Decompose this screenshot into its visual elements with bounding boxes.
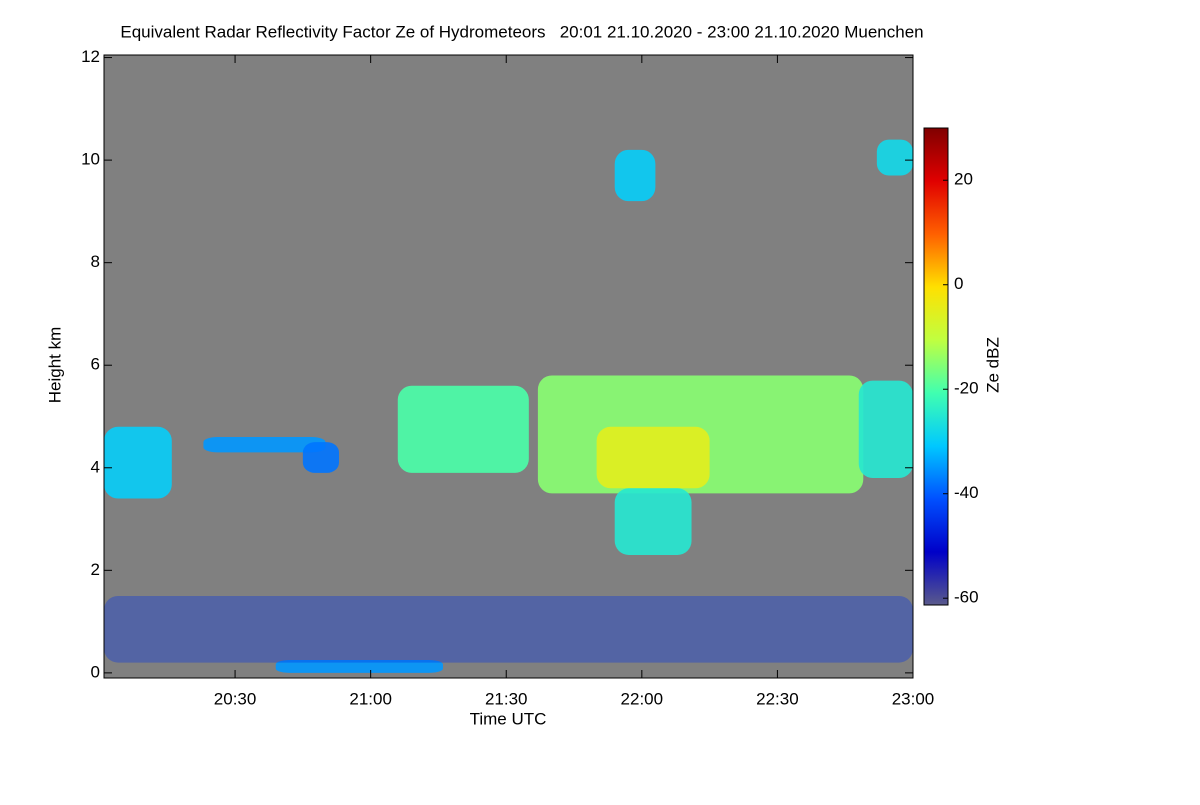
colorbar-label: Ze dBZ [983, 337, 1002, 393]
x-axis-label: Time UTC [470, 709, 547, 728]
echo [104, 595, 913, 663]
x-tick-label: 22:30 [756, 689, 799, 708]
y-tick-label: 0 [91, 662, 100, 681]
echo [876, 139, 913, 176]
echo [275, 660, 443, 673]
x-tick-label: 20:30 [214, 689, 257, 708]
x-tick-label: 21:30 [485, 689, 528, 708]
y-tick-label: 4 [91, 457, 100, 476]
echo [858, 380, 913, 479]
y-tick-label: 2 [91, 560, 100, 579]
chart-title: Equivalent Radar Reflectivity Factor Ze … [120, 22, 923, 41]
echo [614, 488, 692, 555]
colorbar-tick-label: -40 [954, 483, 979, 502]
echo [614, 149, 656, 202]
echo [397, 385, 529, 473]
echo [596, 426, 710, 489]
plot-background [104, 55, 913, 678]
colorbar-tick-label: 20 [954, 170, 973, 189]
x-tick-label: 22:00 [621, 689, 664, 708]
y-tick-label: 8 [91, 252, 100, 271]
y-tick-label: 12 [81, 47, 100, 66]
colorbar-tick-label: 0 [954, 274, 963, 293]
echo [104, 426, 172, 499]
x-tick-label: 21:00 [349, 689, 392, 708]
y-axis-label: Height km [45, 327, 64, 404]
colorbar-tick-label: -60 [954, 588, 979, 607]
colorbar [923, 127, 949, 606]
y-tick-label: 10 [81, 150, 100, 169]
x-tick-label: 23:00 [892, 689, 935, 708]
echo [203, 437, 326, 453]
plot-frame [103, 54, 914, 679]
echo [302, 442, 340, 473]
colorbar-tick-label: -20 [954, 379, 979, 398]
y-tick-label: 6 [91, 355, 100, 374]
